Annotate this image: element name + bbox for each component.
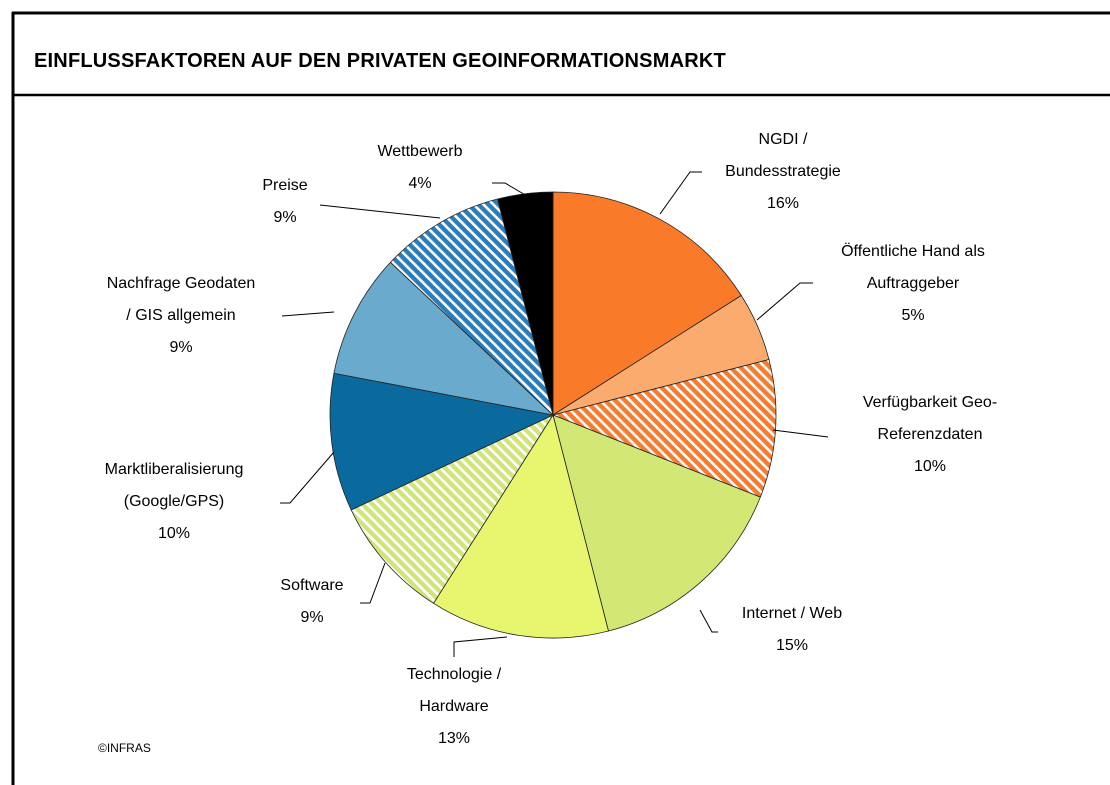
leader-line — [319, 204, 441, 219]
leader-line — [360, 562, 386, 604]
category-label: NGDI / Bundesstrategie — [725, 131, 841, 180]
leader-line — [659, 171, 702, 215]
category-label: Internet / Web — [741, 605, 843, 622]
slice-label: Wettbewerb 4% — [365, 136, 475, 200]
pie — [329, 191, 777, 639]
slice-label: NGDI / Bundesstrategie 16% — [713, 124, 853, 220]
pie-slice — [552, 191, 742, 416]
slice-label: Nachfrage Geodaten / GIS allgemein 9% — [105, 268, 258, 364]
pie-slice — [432, 414, 609, 639]
frame — [11, 11, 1110, 785]
value-label: 10% — [157, 525, 191, 542]
category-label: Öffentliche Hand als Auftraggeber — [841, 243, 985, 292]
slice-label: Verfügbarkeit Geo-Referenzdaten 10% — [845, 387, 1015, 483]
value-label: 16% — [766, 195, 800, 212]
value-label: 15% — [775, 637, 809, 654]
category-label: Nachfrage Geodaten / GIS allgemein — [106, 275, 256, 324]
slice-label: Internet / Web 15% — [692, 598, 892, 662]
value-label: 9% — [273, 209, 297, 226]
category-label: Marktliberalisierung (Google/GPS) — [104, 461, 244, 510]
leader-line — [492, 182, 528, 197]
value-label: 9% — [169, 339, 193, 356]
leader-line — [756, 282, 813, 321]
value-label: 9% — [300, 609, 324, 626]
value-label: 4% — [408, 175, 432, 192]
slice-label: Technologie / Hardware 13% — [394, 659, 514, 755]
chart-title: EINFLUSSFAKTOREN AUF DEN PRIVATEN GEOINF… — [34, 50, 726, 72]
leader-line — [281, 311, 335, 317]
copyright: ©INFRAS — [98, 741, 151, 755]
pie-slice — [333, 261, 555, 416]
pie-slice — [551, 359, 777, 498]
slice-label: Öffentliche Hand als Auftraggeber 5% — [818, 236, 1008, 332]
pie-slice — [329, 372, 555, 511]
pie-slice — [389, 198, 554, 417]
slice-label: Marktliberalisierung (Google/GPS) 10% — [89, 454, 259, 550]
category-label: Technologie / Hardware — [406, 666, 502, 715]
value-label: 13% — [437, 730, 471, 747]
leader-lines — [280, 171, 829, 657]
value-label: 5% — [901, 307, 925, 324]
value-label: 10% — [913, 458, 947, 475]
pie-slice — [552, 414, 761, 632]
leader-line — [453, 636, 508, 657]
pie-slice — [497, 191, 554, 416]
slice-label: Software 9% — [252, 570, 372, 634]
pie-slice — [350, 414, 555, 604]
category-label: Preise — [262, 177, 308, 194]
category-label: Wettbewerb — [377, 143, 463, 160]
category-label: Software — [280, 577, 344, 594]
leader-line — [699, 609, 718, 633]
leader-line — [772, 429, 829, 438]
category-label: Verfügbarkeit Geo-Referenzdaten — [862, 394, 998, 443]
leader-line — [280, 451, 335, 504]
slice-label: Preise 9% — [245, 170, 325, 234]
